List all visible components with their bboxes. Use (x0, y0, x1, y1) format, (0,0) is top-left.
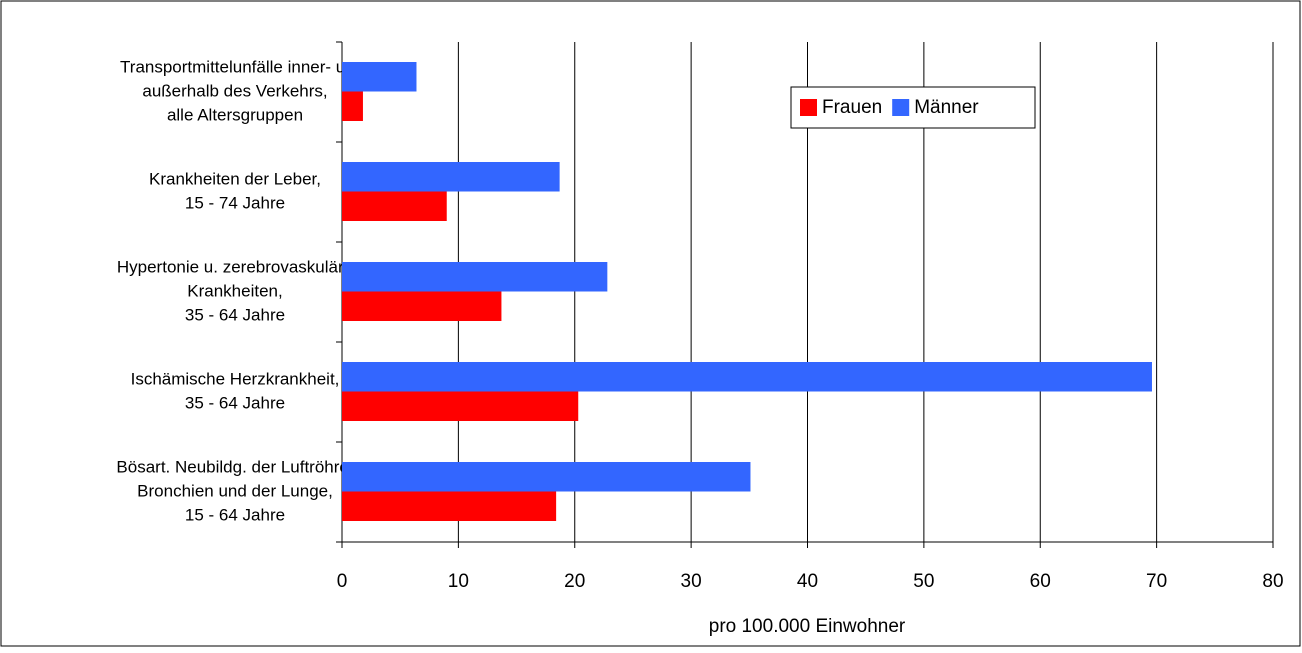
y-tick-label: Ischämische Herzkrankheit, (131, 369, 340, 388)
bar (342, 62, 417, 92)
y-tick-label: Transportmittelunfälle inner- u. (120, 57, 350, 76)
legend-swatch (892, 99, 910, 116)
bar (342, 191, 447, 221)
y-tick-label: Bösart. Neubildg. der Luftröhre, (116, 457, 353, 476)
bar (342, 362, 1152, 392)
x-tick-label: 20 (564, 571, 585, 592)
y-tick-label: 35 - 64 Jahre (185, 305, 285, 324)
y-tick-label: 15 - 64 Jahre (185, 505, 285, 524)
bar (342, 462, 751, 492)
bar (342, 262, 608, 292)
x-tick-label: 50 (913, 571, 934, 592)
legend-label: Männer (914, 97, 979, 118)
legend-swatch (800, 99, 817, 116)
x-tick-label: 10 (448, 571, 469, 592)
x-axis-title: pro 100.000 Einwohner (709, 616, 906, 637)
x-tick-label: 60 (1030, 571, 1051, 592)
y-tick-label: Krankheiten, (187, 281, 282, 300)
y-tick-label: Hypertonie u. zerebrovaskuläre (117, 257, 353, 276)
legend: Frauen Männer (790, 86, 1036, 129)
x-tick-label: 70 (1146, 571, 1167, 592)
x-tick-label: 30 (681, 571, 702, 592)
bar (342, 491, 557, 521)
bar (342, 162, 560, 192)
x-tick-label: 80 (1262, 571, 1283, 592)
bar (342, 391, 579, 421)
y-tick-label: 15 - 74 Jahre (185, 193, 285, 212)
y-tick-label: Krankheiten der Leber, (149, 169, 321, 188)
y-tick-label: 35 - 64 Jahre (185, 393, 285, 412)
y-tick-label: Bronchien und der Lunge, (137, 481, 333, 500)
legend-box (790, 86, 1036, 129)
y-tick-label: außerhalb des Verkehrs, (142, 81, 327, 100)
bar (342, 291, 502, 321)
x-tick-label: 40 (797, 571, 818, 592)
x-tick-label: 0 (337, 571, 348, 592)
bar (342, 91, 363, 121)
y-tick-label: alle Altersgruppen (167, 105, 303, 124)
legend-label: Frauen (822, 97, 882, 118)
